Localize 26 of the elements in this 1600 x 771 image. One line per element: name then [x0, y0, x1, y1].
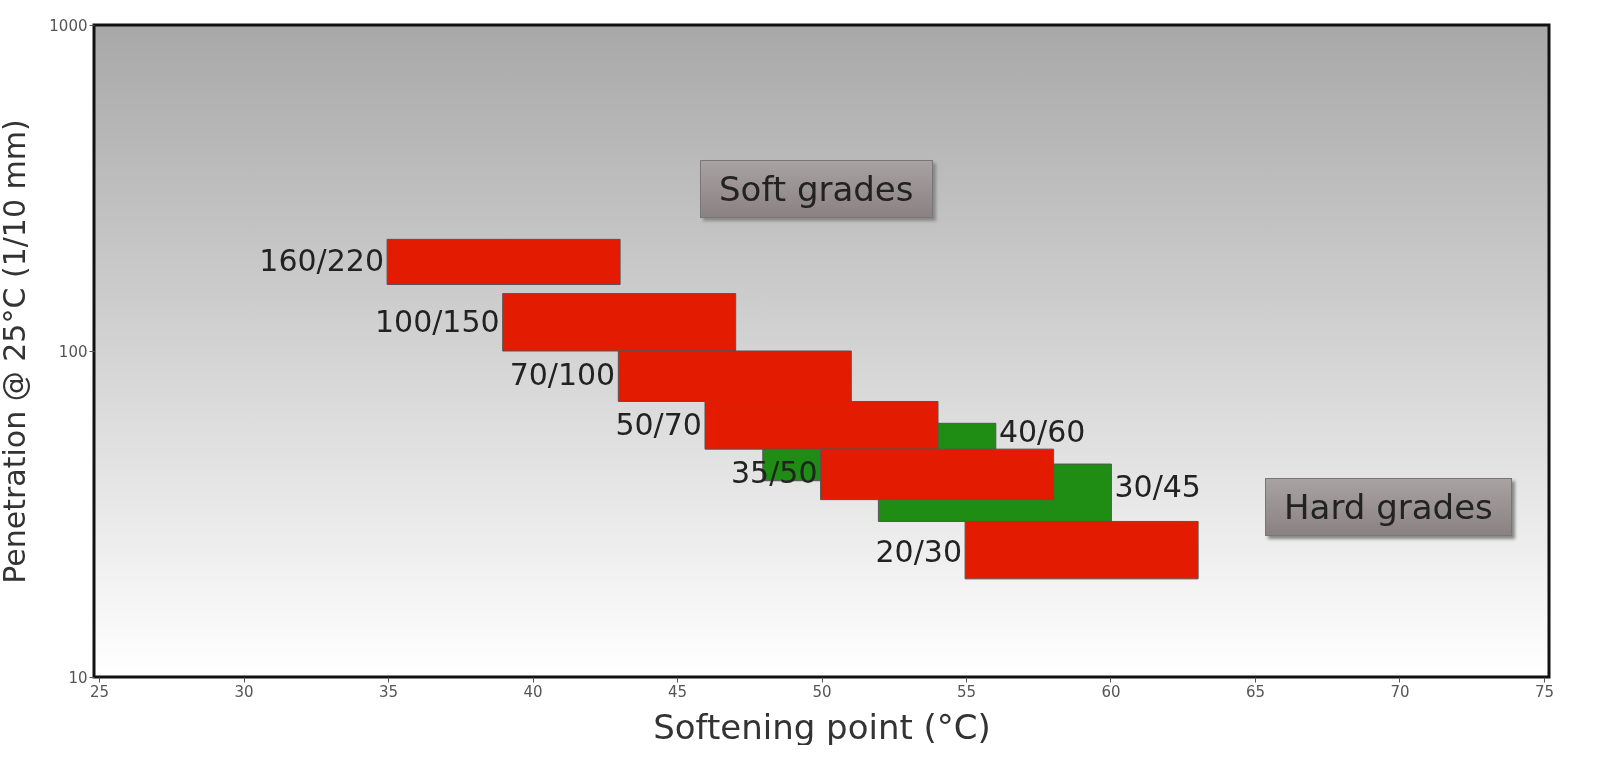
bar [386, 238, 621, 285]
annotation: 30/45 [1114, 468, 1201, 504]
x-axis-title: Softening point (°C) [653, 706, 991, 747]
annotation: 70/100 [509, 356, 616, 392]
annotation: Hard grades [1265, 478, 1512, 536]
x-tick-label: 40 [523, 682, 543, 701]
x-tick-label: 60 [1101, 682, 1121, 701]
x-tick-label: 50 [812, 682, 832, 701]
x-tick-label: 70 [1390, 682, 1410, 701]
y-tick-label: 100 [58, 342, 88, 361]
x-tick-label: 65 [1245, 682, 1266, 701]
y-tick-label: 10 [68, 668, 88, 687]
annotation: 20/30 [875, 534, 962, 570]
x-tick-label: 30 [234, 682, 254, 701]
annotation: 40/60 [998, 414, 1086, 450]
x-tick-label: 55 [956, 682, 977, 701]
annotation: Soft grades [700, 160, 933, 218]
x-tick-label: 25 [89, 682, 110, 701]
x-tick-label: 45 [667, 682, 688, 701]
x-tick-label: 75 [1534, 682, 1555, 701]
annotation: 160/220 [259, 242, 384, 278]
x-tick-label: 35 [378, 682, 399, 701]
y-tick-label: 1000 [49, 16, 88, 35]
annotation: 50/70 [615, 406, 702, 442]
annotation: 100/150 [374, 303, 500, 339]
y-axis-title: Penetration @ 25°C (1/10 mm) [0, 119, 33, 584]
